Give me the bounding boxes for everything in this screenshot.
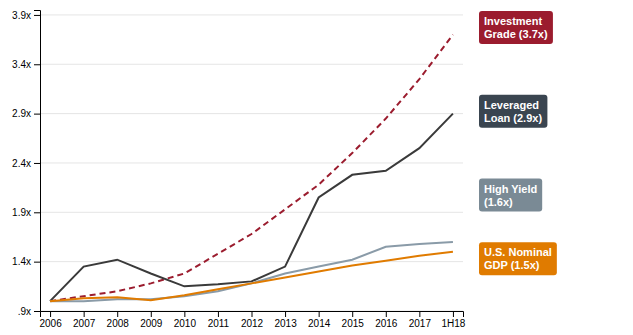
grid-line	[40, 14, 463, 15]
y-tick: .9x	[18, 306, 40, 317]
x-tick-mark	[50, 311, 51, 317]
x-tick-label: 2015	[342, 318, 365, 329]
y-tick: 2.4x	[12, 158, 40, 169]
x-tick-mark	[319, 311, 320, 317]
y-tick: 1.4x	[12, 256, 40, 267]
x-tick-label: 2016	[375, 318, 398, 329]
x-tick-mark	[419, 311, 420, 317]
x-tick-mark	[84, 311, 85, 317]
x-tick-label: 2012	[241, 318, 264, 329]
x-tick: 2009	[140, 311, 163, 329]
x-tick-mark	[184, 311, 185, 317]
y-tick-mark	[34, 212, 40, 213]
x-tick-label: 2010	[174, 318, 197, 329]
x-axis: 2006 2007 2008 2009 2010 2011 2012 2013 2014 2015…	[39, 311, 465, 329]
x-tick-mark	[151, 311, 152, 317]
x-tick: 2007	[73, 311, 96, 329]
annotation: LeveragedLoan (2.9x)	[479, 95, 547, 128]
y-tick-mark	[34, 262, 40, 263]
y-axis-line	[34, 11, 41, 312]
chart: .9x1.4x1.9x2.4x2.9x3.4x3.9x2006200720082…	[0, 0, 633, 335]
grid	[40, 15, 463, 311]
annotation-box	[479, 11, 553, 44]
x-tick: 1H18	[441, 311, 465, 329]
y-tick-mark	[34, 64, 40, 65]
series-line	[50, 242, 453, 301]
x-tick-label: 2011	[208, 318, 230, 329]
y-tick-label: 3.4x	[12, 59, 31, 70]
annotation-box	[479, 242, 557, 275]
x-tick-label: 2009	[140, 318, 163, 329]
series-line	[50, 252, 453, 301]
x-tick-label: 2014	[308, 318, 331, 329]
annotation-line: (1.6x)	[484, 196, 513, 208]
x-tick: 2016	[375, 311, 398, 329]
annotation-text: High Yield(1.6x)	[484, 183, 537, 208]
annotation-text: U.S. NominalGDP (1.5x)	[484, 246, 552, 271]
x-tick: 2011	[208, 311, 230, 329]
annotation-text: InvestmentGrade (3.7x)	[484, 15, 548, 40]
x-tick-label: 2006	[39, 318, 62, 329]
x-tick: 2014	[308, 311, 331, 329]
y-tick-mark	[34, 163, 40, 164]
annotations: InvestmentGrade (3.7x) LeveragedLoan (2.9…	[479, 11, 557, 275]
y-tick-mark	[34, 311, 40, 312]
annotation: InvestmentGrade (3.7x)	[479, 11, 553, 44]
annotation-line: GDP (1.5x)	[484, 259, 540, 271]
annotation-text: LeveragedLoan (2.9x)	[484, 99, 542, 124]
y-tick-label: 3.9x	[12, 10, 31, 21]
grid-line	[40, 64, 463, 65]
annotation-line: High Yield	[484, 183, 537, 195]
x-tick: 2010	[174, 311, 197, 329]
x-tick: 2006	[39, 311, 62, 329]
x-tick: 2008	[107, 311, 130, 329]
y-tick-label: 2.9x	[12, 108, 31, 119]
annotation-line: Leveraged	[484, 99, 539, 111]
x-tick: 2015	[342, 311, 365, 329]
y-tick-label: 2.4x	[12, 158, 31, 169]
x-axis-line	[41, 312, 464, 318]
lines	[50, 35, 453, 301]
annotation-line: Investment	[484, 15, 542, 27]
x-tick-mark	[285, 311, 286, 317]
annotation-line: Grade (3.7x)	[484, 28, 548, 40]
x-tick-label: 2017	[409, 318, 432, 329]
grid-line	[40, 113, 463, 114]
x-tick-mark	[117, 311, 118, 317]
annotation-box	[479, 179, 542, 212]
y-tick-mark	[34, 114, 40, 115]
grid-line	[40, 212, 463, 213]
x-tick: 2017	[409, 311, 432, 329]
x-tick-mark	[352, 311, 353, 317]
x-tick: 2013	[274, 311, 297, 329]
x-tick-label: 2007	[73, 318, 96, 329]
annotation-line: Loan (2.9x)	[484, 112, 542, 124]
y-axis: .9x 1.4x 1.9x 2.4x 2.9x 3.4x 3.9x	[12, 10, 40, 317]
y-tick: 1.9x	[12, 207, 40, 218]
x-tick-mark	[252, 311, 253, 317]
annotation: U.S. NominalGDP (1.5x)	[479, 242, 557, 275]
series-line	[50, 35, 453, 301]
y-tick-label: .9x	[18, 306, 31, 317]
y-tick: 3.9x	[12, 10, 40, 21]
plot: .9x1.4x1.9x2.4x2.9x3.4x3.9x2006200720082…	[12, 10, 466, 329]
x-tick-label: 1H18	[441, 318, 465, 329]
annotation-line: U.S. Nominal	[484, 246, 552, 258]
x-tick-mark	[386, 311, 387, 317]
x-tick-label: 2008	[107, 318, 130, 329]
x-tick-mark	[218, 311, 219, 317]
y-tick: 2.9x	[12, 108, 40, 119]
y-tick-label: 1.9x	[12, 207, 31, 218]
y-tick-label: 1.4x	[12, 256, 31, 267]
series-line	[50, 114, 453, 302]
annotation-box	[479, 95, 547, 128]
y-tick-mark	[34, 15, 40, 16]
x-tick: 2012	[241, 311, 264, 329]
y-tick: 3.4x	[12, 59, 40, 70]
x-tick-label: 2013	[274, 318, 297, 329]
annotation: High Yield(1.6x)	[479, 179, 542, 212]
x-tick-mark	[453, 311, 454, 317]
